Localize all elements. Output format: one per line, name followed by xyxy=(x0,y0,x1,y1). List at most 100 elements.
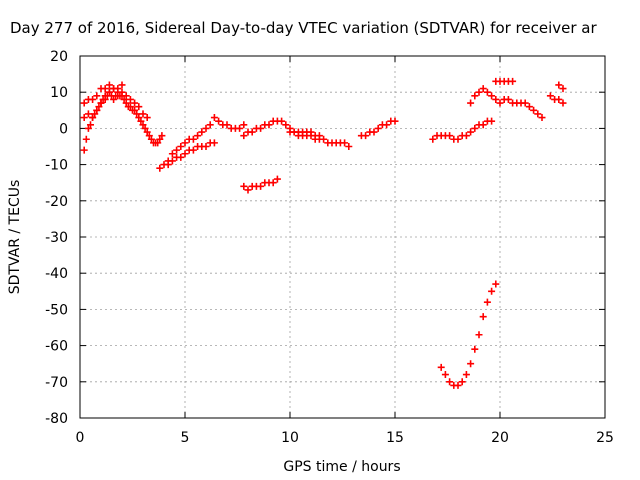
y-tick-label: 20 xyxy=(50,49,68,65)
data-point xyxy=(194,132,202,140)
data-point xyxy=(479,121,487,129)
data-point xyxy=(475,88,483,96)
data-point xyxy=(467,99,475,107)
data-point xyxy=(133,110,141,118)
data-point xyxy=(173,146,181,154)
data-point xyxy=(118,88,126,96)
data-point xyxy=(471,124,479,132)
data-point xyxy=(95,103,103,111)
data-point xyxy=(467,360,475,368)
chart-title: Day 277 of 2016, Sidereal Day-to-day VTE… xyxy=(10,19,597,37)
x-axis-label: GPS time / hours xyxy=(283,459,400,475)
data-point xyxy=(530,106,538,114)
data-point xyxy=(143,128,151,136)
data-point xyxy=(265,121,273,129)
data-point xyxy=(84,110,92,118)
x-tick-label: 15 xyxy=(386,430,404,446)
data-point xyxy=(504,95,512,103)
grid-lines xyxy=(80,56,605,418)
data-point xyxy=(143,114,151,122)
data-point xyxy=(158,132,166,140)
series-arc1 xyxy=(80,88,166,154)
data-point xyxy=(131,106,139,114)
y-tick-label: -20 xyxy=(45,194,68,210)
series-arc10 xyxy=(357,117,399,140)
data-point xyxy=(89,114,97,122)
y-tick-label: -10 xyxy=(45,158,68,174)
data-point xyxy=(210,114,218,122)
data-point xyxy=(345,143,353,150)
data-point xyxy=(383,121,391,129)
data-point xyxy=(509,77,517,85)
data-point xyxy=(122,99,130,107)
series-arc13 xyxy=(492,77,517,85)
data-point xyxy=(446,378,454,386)
data-point xyxy=(467,128,475,136)
data-point xyxy=(320,135,328,143)
data-point xyxy=(290,128,298,136)
series-arc14 xyxy=(546,92,567,107)
data-point xyxy=(475,331,483,339)
data-point xyxy=(93,92,101,100)
data-point xyxy=(105,88,113,96)
data-point xyxy=(80,114,88,122)
series-arc4 xyxy=(156,139,218,172)
data-point xyxy=(244,186,252,194)
data-point xyxy=(97,99,105,107)
data-point xyxy=(488,287,496,295)
x-tick-label: 20 xyxy=(491,430,509,446)
y-tick-label: -60 xyxy=(45,339,68,355)
data-point xyxy=(374,124,382,132)
data-point xyxy=(126,95,134,103)
data-point xyxy=(181,150,189,158)
data-point xyxy=(341,139,349,147)
data-point xyxy=(454,135,462,143)
data-point xyxy=(559,99,567,107)
data-point xyxy=(555,81,563,89)
data-point xyxy=(257,124,265,132)
data-point xyxy=(189,135,197,143)
data-point xyxy=(240,132,248,140)
data-point xyxy=(131,99,139,107)
data-point xyxy=(177,143,185,150)
data-point xyxy=(362,132,370,140)
data-point xyxy=(483,88,491,96)
data-point xyxy=(248,128,256,136)
data-point xyxy=(114,85,122,93)
data-point xyxy=(471,345,479,353)
series-arc12 xyxy=(467,85,546,122)
data-point xyxy=(84,124,92,132)
data-point xyxy=(479,313,487,321)
series-arc6 xyxy=(240,117,281,140)
data-point xyxy=(492,280,500,288)
y-tick-label: -80 xyxy=(45,411,68,427)
data-point xyxy=(139,121,147,129)
y-tick-label: -70 xyxy=(45,375,68,391)
data-point xyxy=(437,363,445,371)
series-arc2 xyxy=(80,85,151,122)
data-point xyxy=(110,95,118,103)
data-point xyxy=(462,371,470,379)
series-arc7 xyxy=(240,175,281,194)
data-point xyxy=(120,95,128,103)
data-point xyxy=(202,143,210,150)
data-point xyxy=(80,146,88,154)
data-point xyxy=(471,92,479,100)
y-tick-label: -30 xyxy=(45,230,68,246)
x-tick-label: 0 xyxy=(76,430,85,446)
data-point xyxy=(488,92,496,100)
data-point xyxy=(257,182,265,190)
data-point xyxy=(156,164,164,172)
data-point xyxy=(525,103,533,111)
data-point xyxy=(82,135,90,143)
data-point xyxy=(89,95,97,103)
data-point xyxy=(269,179,277,187)
data-point xyxy=(488,117,496,125)
series-arc15 xyxy=(555,81,567,93)
data-point xyxy=(299,132,307,140)
data-point xyxy=(154,139,162,147)
y-tick-label: -50 xyxy=(45,302,68,318)
data-point xyxy=(145,132,153,140)
data-point xyxy=(198,128,206,136)
